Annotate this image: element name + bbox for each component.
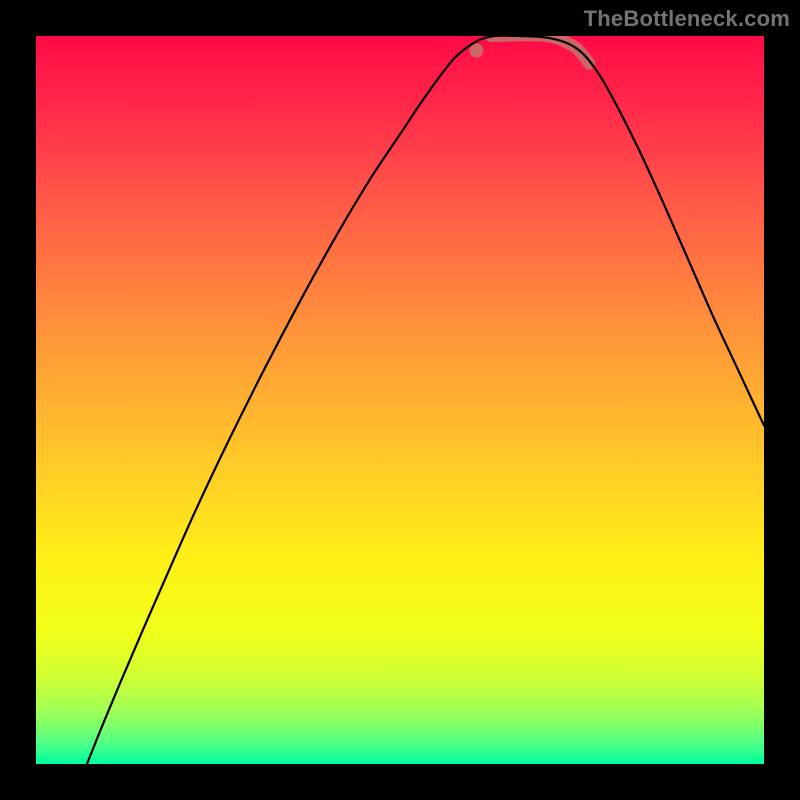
- chart-container: TheBottleneck.com: [0, 0, 800, 800]
- bottleneck-chart: [0, 0, 800, 800]
- watermark-text: TheBottleneck.com: [584, 6, 790, 32]
- gradient-background: [36, 36, 764, 764]
- optimal-point-marker: [469, 44, 483, 58]
